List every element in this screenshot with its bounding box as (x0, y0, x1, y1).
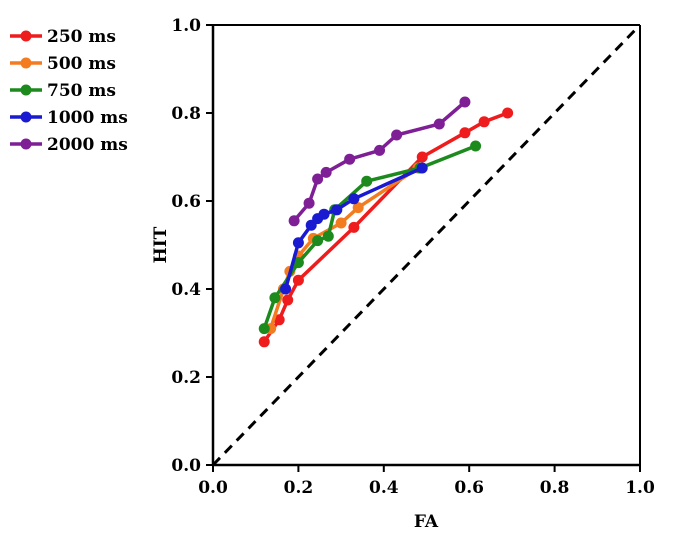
data-point (273, 314, 285, 326)
y-tick-label: 0.8 (171, 104, 201, 124)
reference-layer (211, 23, 642, 467)
series-4 (288, 96, 471, 227)
series-line (268, 166, 419, 330)
data-point (502, 107, 514, 119)
series-layer (258, 96, 514, 348)
y-tick-label: 0.2 (171, 368, 201, 388)
legend-item: 750 ms (10, 81, 116, 101)
data-point (292, 274, 304, 286)
data-point (331, 204, 343, 216)
data-point (335, 217, 347, 229)
y-axis-label: HIT (151, 226, 171, 263)
data-point (288, 215, 300, 227)
x-tick-label: 0.6 (454, 478, 484, 498)
x-tick-label: 0.4 (369, 478, 399, 498)
legend-label: 2000 ms (47, 135, 128, 155)
legend-item: 1000 ms (10, 108, 128, 128)
series-3 (280, 162, 428, 295)
ticks-layer: 0.0 0.2 0.4 0.6 0.8 1.0 0.0 0.2 0.4 0.6 0.8 1.0 (171, 16, 655, 498)
series-0 (258, 107, 514, 348)
data-point (269, 292, 281, 304)
legend-swatch-marker (20, 111, 32, 123)
legend-label: 250 ms (47, 27, 116, 47)
data-point (312, 173, 324, 185)
x-tick-label: 0.8 (540, 478, 570, 498)
data-point (374, 144, 386, 156)
x-axis-label: FA (414, 512, 439, 532)
x-tick-label: 1.0 (625, 478, 655, 498)
legend: 250 ms 500 ms 750 ms 1000 ms 2000 ms (10, 27, 128, 155)
data-point (318, 208, 330, 220)
legend-item: 250 ms (10, 27, 116, 47)
legend-label: 750 ms (47, 81, 116, 101)
y-tick-label: 0.0 (171, 456, 201, 476)
axes-layer (211, 24, 641, 467)
series-1 (265, 162, 424, 335)
legend-item: 2000 ms (10, 135, 128, 155)
legend-label: 500 ms (47, 54, 116, 74)
data-point (348, 193, 360, 205)
chance-diagonal-line (211, 23, 642, 467)
data-point (320, 166, 332, 178)
legend-swatch-marker (20, 30, 32, 42)
x-tick-label: 0.2 (284, 478, 314, 498)
legend-swatch-marker (20, 138, 32, 150)
data-point (416, 162, 428, 174)
data-point (352, 202, 364, 214)
data-point (282, 294, 294, 306)
data-point (312, 235, 324, 247)
data-point (344, 153, 356, 165)
y-tick-label: 0.4 (171, 280, 201, 300)
data-point (292, 237, 304, 249)
data-point (361, 175, 373, 187)
legend-item: 500 ms (10, 54, 116, 74)
legend-swatch-marker (20, 84, 32, 96)
y-tick-label: 0.6 (171, 192, 201, 212)
data-point (292, 257, 304, 269)
data-point (478, 116, 490, 128)
data-point (303, 197, 315, 209)
data-point (322, 230, 334, 242)
data-point (433, 118, 445, 130)
data-point (470, 140, 482, 152)
data-point (258, 323, 270, 335)
data-point (280, 283, 292, 295)
legend-swatch-marker (20, 57, 32, 69)
data-point (258, 336, 270, 348)
data-point (391, 129, 403, 141)
data-point (459, 96, 471, 108)
data-point (459, 127, 471, 139)
x-tick-label: 0.0 (198, 478, 228, 498)
data-point (416, 151, 428, 163)
legend-label: 1000 ms (47, 108, 128, 128)
y-tick-label: 1.0 (171, 16, 201, 36)
data-point (348, 221, 360, 233)
